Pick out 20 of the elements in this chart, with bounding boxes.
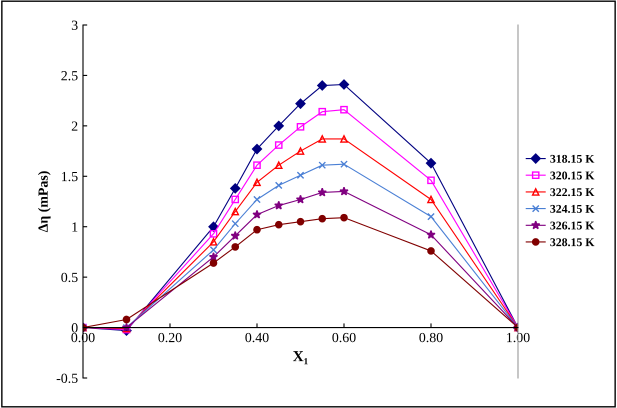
legend-label: 322.15 K: [550, 188, 594, 196]
legend-label: 324.15 K: [550, 204, 594, 213]
legend-label: 320.15 K: [550, 172, 594, 180]
y-tick-label: 0: [72, 323, 78, 333]
y-tick-label: -0.5: [56, 374, 78, 384]
x-tick-label: 0.20: [158, 332, 182, 342]
y-tick-label: 2.5: [61, 71, 78, 80]
y-tick-label: 1.5: [62, 172, 78, 182]
legend-label: 328.15 K: [550, 238, 594, 246]
x-tick-label: 0.80: [419, 332, 443, 342]
y-tick-label: 2: [72, 121, 78, 131]
legend-label: 318.15 K: [550, 154, 594, 163]
y-axis-title: Δη (mPas): [38, 171, 51, 232]
legend-label: 326.15 K: [550, 222, 594, 230]
x-tick-label: 0.60: [332, 332, 356, 342]
y-tick-label: 3: [72, 20, 78, 30]
x-tick-label: 0.40: [245, 332, 269, 342]
y-tick-label: 0.5: [61, 272, 78, 282]
y-tick-label: 1: [72, 222, 78, 232]
x-axis-title: X₁: [292, 351, 308, 364]
